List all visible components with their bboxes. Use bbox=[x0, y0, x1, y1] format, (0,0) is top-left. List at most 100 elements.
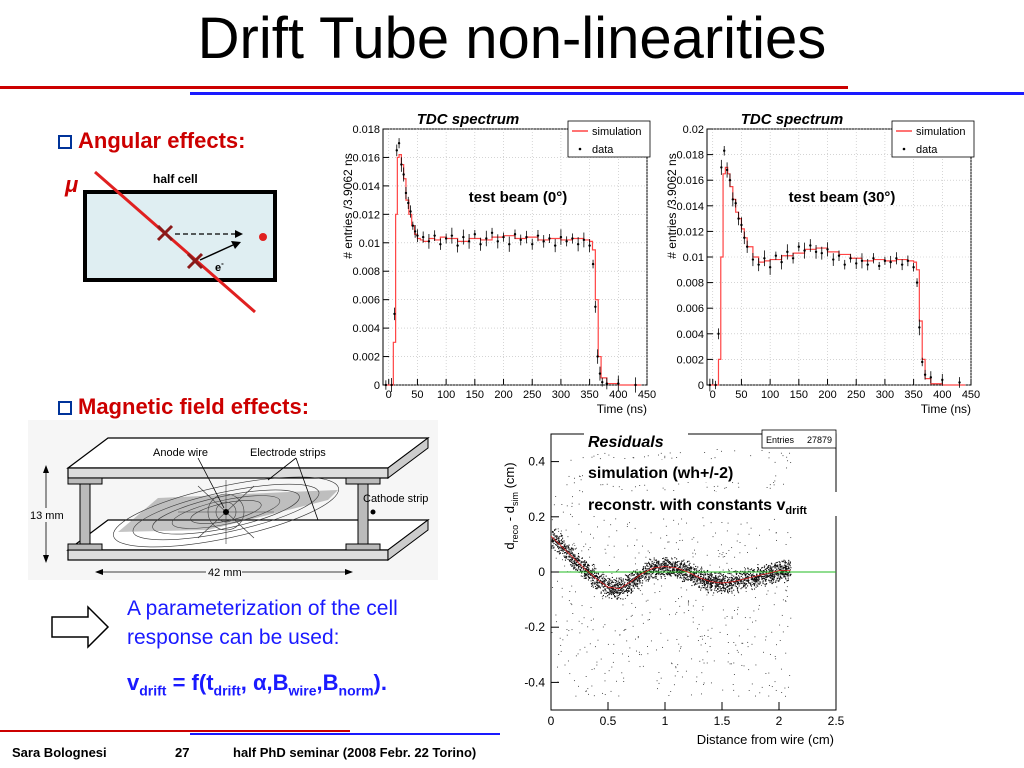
scatter-point bbox=[717, 485, 719, 487]
scatter-point bbox=[682, 569, 685, 571]
scatter-point bbox=[745, 587, 747, 589]
scatter-point bbox=[561, 596, 563, 598]
scatter-point bbox=[589, 643, 591, 645]
scatter-point bbox=[679, 572, 681, 574]
scatter-point bbox=[627, 579, 629, 581]
scatter-point bbox=[588, 565, 590, 567]
scatter-point bbox=[675, 565, 677, 567]
scatter-point bbox=[672, 563, 674, 565]
scatter-point bbox=[750, 583, 752, 585]
scatter-point bbox=[644, 456, 645, 458]
scatter-point bbox=[661, 568, 663, 570]
scatter-point bbox=[564, 664, 566, 666]
scatter-point bbox=[740, 573, 742, 575]
scatter-point bbox=[674, 563, 676, 565]
scatter-point bbox=[677, 664, 679, 666]
scatter-point bbox=[711, 581, 713, 584]
scatter-point bbox=[631, 582, 633, 584]
scatter-point bbox=[771, 574, 773, 576]
scatter-point bbox=[753, 578, 756, 580]
data-marker bbox=[404, 191, 408, 195]
scatter-point bbox=[578, 558, 580, 560]
scatter-point bbox=[660, 565, 662, 567]
scatter-point bbox=[711, 589, 713, 591]
scatter-point bbox=[641, 576, 643, 578]
data-point bbox=[849, 253, 852, 263]
scatter-point bbox=[774, 592, 776, 594]
scatter-point bbox=[578, 523, 580, 525]
scatter-point bbox=[626, 640, 628, 642]
x-tick-label: 150 bbox=[466, 389, 484, 401]
data-marker bbox=[490, 231, 494, 235]
scatter-point bbox=[667, 564, 669, 566]
scatter-point bbox=[775, 580, 777, 582]
scatter-point bbox=[742, 642, 744, 644]
scatter-point bbox=[752, 578, 754, 580]
scatter-point bbox=[553, 543, 555, 545]
scatter-point bbox=[602, 692, 604, 694]
scatter-point bbox=[558, 553, 561, 555]
y-tick-label: 0.01 bbox=[359, 238, 380, 250]
scatter-point bbox=[561, 535, 563, 537]
scatter-point bbox=[627, 576, 629, 578]
scatter-point bbox=[686, 568, 688, 571]
scatter-point bbox=[768, 529, 770, 531]
scatter-point bbox=[703, 578, 705, 580]
scatter-point bbox=[631, 572, 633, 574]
scatter-point bbox=[703, 684, 705, 686]
scatter-point bbox=[572, 565, 574, 567]
scatter-point bbox=[691, 574, 693, 576]
scatter-point bbox=[617, 586, 619, 588]
scatter-point bbox=[588, 693, 589, 695]
scatter-point bbox=[648, 575, 650, 577]
scatter-point bbox=[765, 570, 767, 572]
scatter-point bbox=[635, 576, 637, 578]
scatter-dense-band bbox=[551, 528, 792, 600]
scatter-point bbox=[565, 555, 567, 557]
scatter-point bbox=[725, 624, 727, 626]
scatter-point bbox=[559, 552, 561, 554]
checkbox-bullet-icon bbox=[58, 135, 72, 149]
scatter-point bbox=[756, 578, 758, 580]
scatter-point bbox=[722, 584, 724, 586]
scatter-point bbox=[753, 610, 755, 612]
scatter-point bbox=[709, 573, 711, 575]
data-marker bbox=[397, 142, 401, 145]
data-point bbox=[803, 242, 806, 259]
scatter-point bbox=[704, 452, 706, 453]
scatter-point bbox=[755, 620, 757, 622]
scatter-point bbox=[693, 573, 695, 575]
data-point bbox=[797, 242, 801, 252]
scatter-point bbox=[755, 581, 757, 583]
data-marker bbox=[605, 382, 609, 385]
scatter-point bbox=[735, 644, 737, 646]
scatter-point bbox=[618, 577, 620, 579]
scatter-point bbox=[773, 581, 775, 583]
cross-icon bbox=[156, 224, 174, 242]
scatter-point bbox=[680, 576, 682, 578]
scatter-point bbox=[776, 644, 777, 646]
data-marker bbox=[708, 383, 712, 387]
scatter-point bbox=[768, 566, 770, 568]
scatter-point bbox=[690, 578, 692, 580]
top-plate-side bbox=[387, 437, 429, 479]
scatter-point bbox=[753, 585, 755, 587]
scatter-point bbox=[776, 565, 778, 567]
scatter-point bbox=[571, 604, 573, 606]
data-marker bbox=[617, 382, 620, 385]
scatter-point bbox=[769, 573, 771, 575]
scatter-point bbox=[578, 503, 580, 505]
scatter-point bbox=[566, 550, 568, 552]
scatter-point bbox=[739, 583, 741, 585]
scatter-point bbox=[587, 579, 590, 581]
scatter-point bbox=[670, 572, 672, 574]
scatter-point bbox=[763, 565, 765, 567]
scatter-point bbox=[706, 573, 708, 575]
scatter-point bbox=[616, 584, 618, 587]
scatter-point bbox=[636, 577, 638, 579]
scatter-point bbox=[709, 586, 711, 588]
scatter-point bbox=[720, 590, 722, 592]
scatter-point bbox=[778, 567, 780, 569]
scatter-point bbox=[585, 575, 587, 577]
scatter-point bbox=[595, 581, 597, 583]
